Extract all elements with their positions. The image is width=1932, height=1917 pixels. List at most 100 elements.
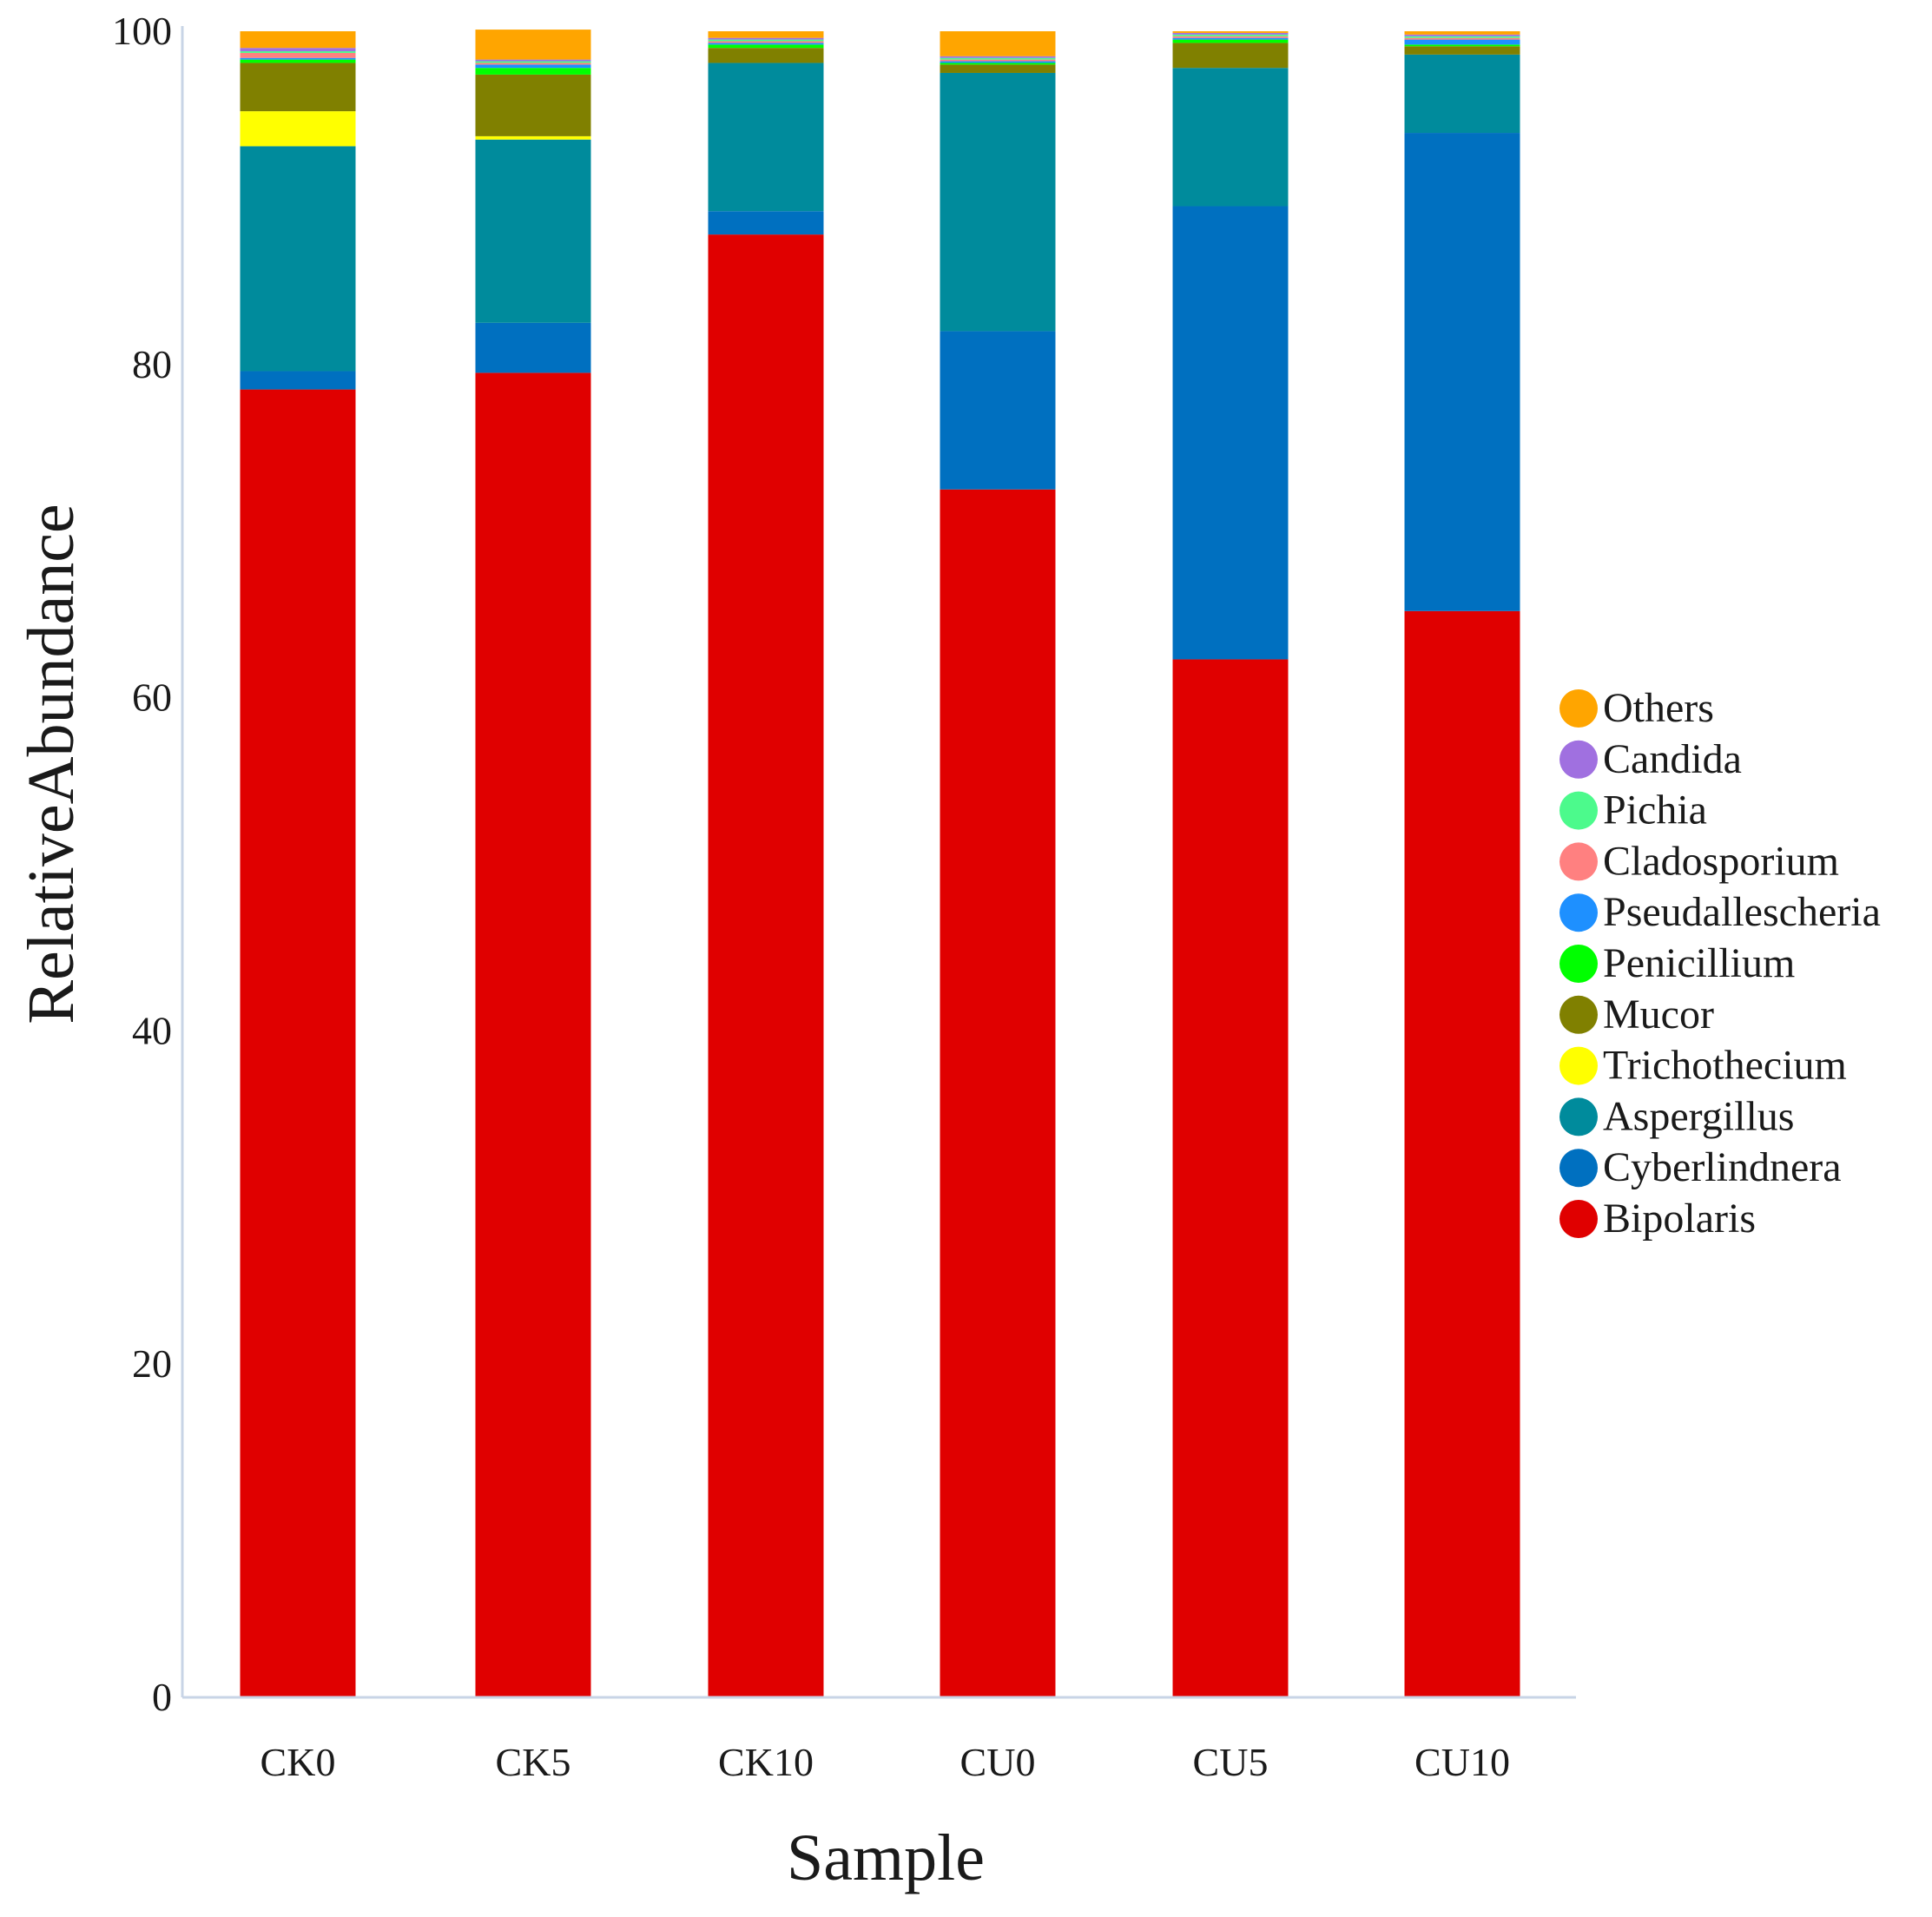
bar-segment-CU0-cladosporium bbox=[940, 59, 1056, 62]
bar-segment-CU0-others bbox=[940, 31, 1056, 56]
legend-label: Pseudallescheria bbox=[1603, 889, 1881, 935]
bar-segment-CK5-pseudallescheria bbox=[475, 64, 591, 69]
legend-item-penicillium: Penicillium bbox=[1559, 940, 1795, 986]
bar-segment-CK0-pseudallescheria bbox=[240, 57, 356, 60]
bar-segment-CK0-mucor bbox=[240, 63, 356, 112]
bar-segment-CK5-pichia bbox=[475, 61, 591, 63]
y-tick-label: 60 bbox=[132, 675, 172, 720]
bar-segment-CU10-penicillium bbox=[1404, 44, 1520, 47]
legend-item-candida: Candida bbox=[1559, 736, 1742, 782]
x-tick-label: CK5 bbox=[496, 1740, 571, 1784]
legend-item-trichothecium: Trichothecium bbox=[1559, 1043, 1847, 1089]
bar-segment-CU0-pseudallescheria bbox=[940, 61, 1056, 63]
axes-layer bbox=[181, 26, 1576, 1699]
bar-stack-CK0 bbox=[240, 31, 356, 1698]
bar-segment-CU5-cladosporium bbox=[1172, 36, 1289, 38]
legend-label: Penicillium bbox=[1603, 940, 1795, 986]
legend-item-cyberlindnera: Cyberlindnera bbox=[1559, 1144, 1842, 1190]
legend-swatch bbox=[1559, 893, 1598, 932]
bar-segment-CU10-pseudallescheria bbox=[1404, 39, 1520, 45]
bar-segment-CU5-aspergillus bbox=[1172, 68, 1289, 207]
legend-label: Candida bbox=[1603, 736, 1742, 782]
bar-segment-CK10-cyberlindnera bbox=[708, 211, 824, 235]
bar-segment-CU10-cyberlindnera bbox=[1404, 133, 1520, 611]
x-tick-label: CK10 bbox=[718, 1740, 814, 1784]
y-tick-label: 80 bbox=[132, 342, 172, 386]
legend-item-pseudallescheria: Pseudallescheria bbox=[1559, 889, 1881, 935]
legend-item-aspergillus: Aspergillus bbox=[1559, 1093, 1794, 1139]
bar-segment-CK5-cladosporium bbox=[475, 63, 591, 65]
x-tick-labels: CK0 CK5 CK10 CU0 CU5 CU10 bbox=[260, 1740, 1510, 1784]
x-axis-title: Sample bbox=[787, 1821, 985, 1894]
x-tick-label: CU0 bbox=[960, 1740, 1036, 1784]
bar-segment-CK5-trichothecium bbox=[475, 135, 591, 140]
bar-segment-CK10-candida bbox=[708, 37, 824, 40]
bar-segment-CK5-others bbox=[475, 30, 591, 60]
bar-segment-CU10-aspergillus bbox=[1404, 54, 1520, 134]
bar-segment-CK10-pichia bbox=[708, 39, 824, 42]
legend-item-mucor: Mucor bbox=[1559, 991, 1714, 1038]
bar-segment-CU10-pichia bbox=[1404, 36, 1520, 38]
bar-segment-CK10-pseudallescheria bbox=[708, 43, 824, 45]
legend-label: Others bbox=[1603, 685, 1714, 731]
legend-swatch bbox=[1559, 689, 1598, 728]
legend-label: Aspergillus bbox=[1603, 1093, 1794, 1139]
legend-swatch bbox=[1559, 1149, 1598, 1188]
bar-segment-CU10-candida bbox=[1404, 34, 1520, 36]
bar-segment-CK5-candida bbox=[475, 59, 591, 62]
bar-stack-CK5 bbox=[475, 30, 591, 1697]
bar-segment-CU10-bipolaris bbox=[1404, 610, 1520, 1697]
bar-segment-CK10-bipolaris bbox=[708, 234, 824, 1697]
legend-label: Bipolaris bbox=[1603, 1196, 1756, 1242]
legend: Others Candida Pichia Cladosporium Pseudalle… bbox=[1559, 685, 1881, 1242]
bar-stack-CU10 bbox=[1404, 31, 1520, 1697]
bar-segment-CK0-cladosporium bbox=[240, 52, 356, 58]
y-tick-label: 20 bbox=[132, 1341, 172, 1386]
bar-segment-CK0-others bbox=[240, 31, 356, 49]
bar-segment-CU10-others bbox=[1404, 31, 1520, 35]
legend-item-pichia: Pichia bbox=[1559, 787, 1707, 833]
legend-label: Mucor bbox=[1603, 991, 1714, 1038]
y-tick-label: 0 bbox=[152, 1675, 172, 1719]
bars-layer bbox=[240, 30, 1520, 1698]
bar-segment-CU5-candida bbox=[1172, 32, 1289, 35]
y-tick-label: 40 bbox=[132, 1008, 172, 1052]
bar-segment-CU0-bipolaris bbox=[940, 489, 1056, 1697]
bar-segment-CK10-others bbox=[708, 31, 824, 38]
bar-segment-CU5-others bbox=[1172, 31, 1289, 33]
bar-segment-CU5-cyberlindnera bbox=[1172, 206, 1289, 660]
y-tick-labels: 0 20 40 60 80 100 bbox=[112, 9, 172, 1719]
legend-swatch bbox=[1559, 740, 1598, 779]
bar-segment-CK10-aspergillus bbox=[708, 63, 824, 212]
legend-swatch bbox=[1559, 945, 1598, 983]
bar-segment-CK0-aspergillus bbox=[240, 146, 356, 372]
bar-segment-CU5-pseudallescheria bbox=[1172, 37, 1289, 40]
legend-swatch bbox=[1559, 1200, 1598, 1238]
y-tick-label: 100 bbox=[112, 9, 172, 53]
bar-segment-CK5-penicillium bbox=[475, 68, 591, 75]
legend-swatch bbox=[1559, 1097, 1598, 1136]
bar-segment-CU10-mucor bbox=[1404, 46, 1520, 55]
bar-segment-CU0-cyberlindnera bbox=[940, 331, 1056, 490]
bar-segment-CK0-bipolaris bbox=[240, 389, 356, 1698]
bar-segment-CK10-cladosporium bbox=[708, 41, 824, 43]
bar-segment-CU5-pichia bbox=[1172, 34, 1289, 36]
bar-segment-CU5-bipolaris bbox=[1172, 659, 1289, 1697]
bar-segment-CU5-penicillium bbox=[1172, 39, 1289, 43]
legend-swatch bbox=[1559, 1046, 1598, 1085]
bar-segment-CK0-cyberlindnera bbox=[240, 371, 356, 390]
legend-swatch bbox=[1559, 842, 1598, 881]
legend-item-others: Others bbox=[1559, 685, 1714, 731]
bar-segment-CU0-penicillium bbox=[940, 63, 1056, 65]
legend-item-cladosporium: Cladosporium bbox=[1559, 838, 1839, 884]
bar-segment-CU5-mucor bbox=[1172, 43, 1289, 69]
legend-item-bipolaris: Bipolaris bbox=[1559, 1196, 1756, 1242]
y-axis-title: RelativeAbundance bbox=[15, 504, 88, 1024]
bar-segment-CK0-pichia bbox=[240, 51, 356, 53]
bar-segment-CU0-pichia bbox=[940, 57, 1056, 60]
bar-segment-CU0-aspergillus bbox=[940, 72, 1056, 332]
bar-segment-CU10-cladosporium bbox=[1404, 37, 1520, 40]
legend-label: Cladosporium bbox=[1603, 838, 1839, 884]
